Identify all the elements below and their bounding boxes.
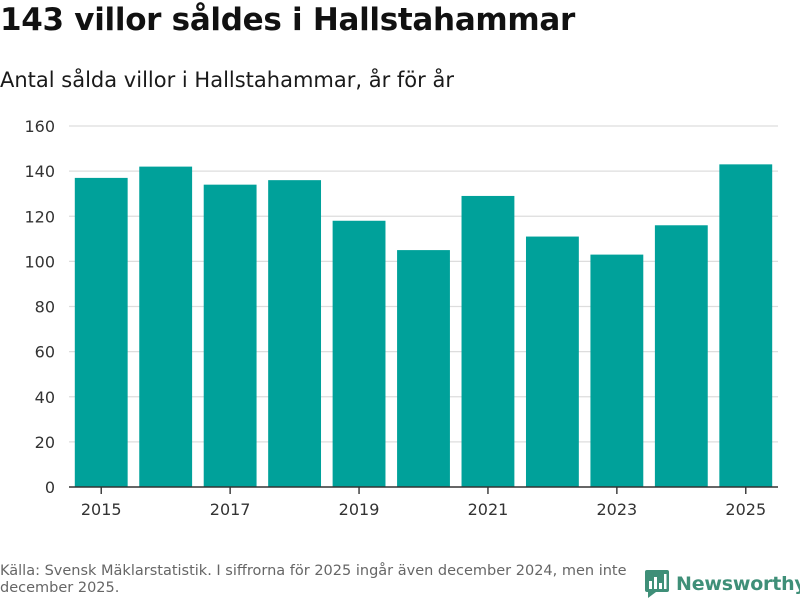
x-tick-label: 2019 [339,500,380,519]
x-tick-label: 2021 [468,500,509,519]
x-tick-label: 2015 [81,500,122,519]
bar-2019 [332,220,386,487]
bar-2018 [268,180,322,487]
x-axis-ticks: 2015 2017 2019 2021 2023 2025 [81,487,766,519]
x-tick-label: 2023 [597,500,638,519]
bar-2021 [461,195,515,487]
chart-title: 143 villor såldes i Hallstahammar [0,2,576,38]
bar-2023 [590,254,644,487]
y-tick-label: 160 [24,117,55,136]
y-tick-label: 100 [24,252,55,271]
brand-name: Newsworthy [676,573,800,595]
y-tick-label: 20 [35,433,55,452]
x-tick-label: 2025 [725,500,766,519]
y-tick-label: 140 [24,162,55,181]
bar-2020 [397,250,450,487]
bar-2022 [525,236,579,487]
y-tick-label: 40 [35,388,55,407]
y-axis-ticks: 0 20 40 60 80 100 120 140 160 [24,117,55,497]
brand-logo[interactable]: Newsworthy [644,568,800,600]
newsworthy-logo-icon [645,570,669,598]
source-note: Källa: Svensk Mäklarstatistik. I siffror… [0,563,627,596]
bar-2015 [74,177,128,488]
bar-2016 [139,166,193,488]
y-tick-label: 120 [24,207,55,226]
bar-2017 [203,184,257,487]
y-tick-label: 0 [45,478,55,497]
chart-subtitle: Antal sålda villor i Hallstahammar, år f… [0,68,454,92]
y-tick-label: 60 [35,343,55,362]
bar-2024 [654,225,708,487]
bar-2025 [719,164,773,487]
y-tick-label: 80 [35,298,55,317]
bars [69,164,778,488]
x-tick-label: 2017 [210,500,251,519]
